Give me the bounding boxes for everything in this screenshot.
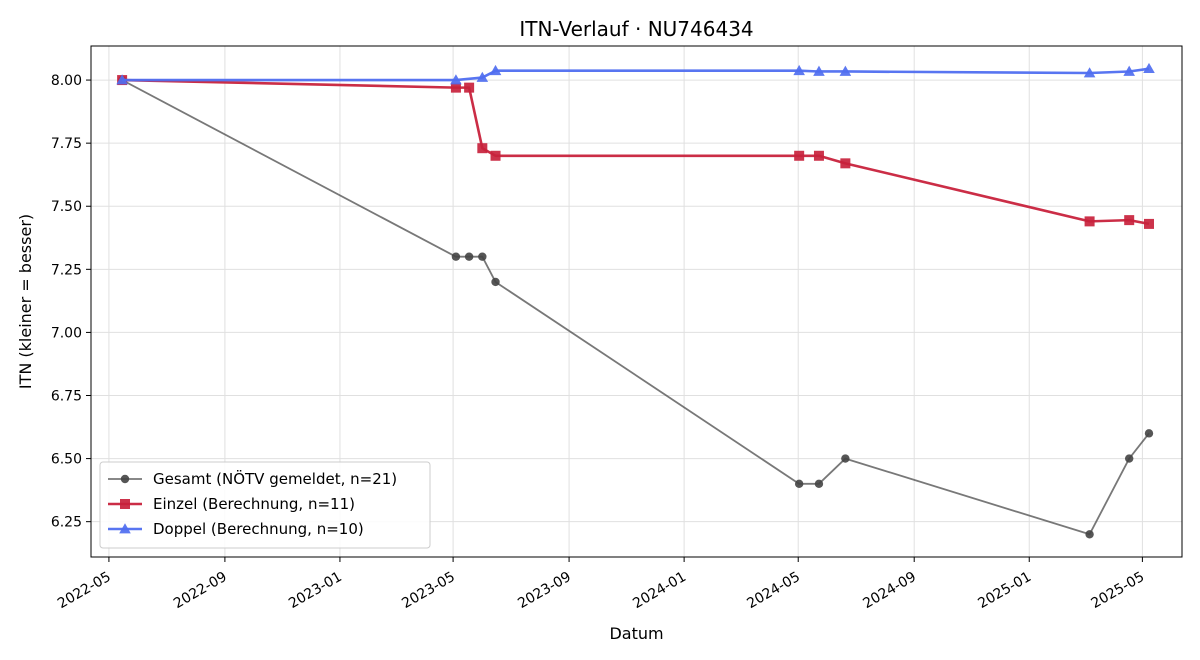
series-einzel <box>117 75 1154 229</box>
x-axis-title: Datum <box>609 624 663 643</box>
series-gesamt <box>117 75 1154 539</box>
y-tick-label: 6.25 <box>51 515 82 531</box>
data-point <box>450 82 461 93</box>
series-doppel <box>116 62 1155 85</box>
y-tick-label: 7.75 <box>51 136 82 152</box>
y-tick-label: 6.75 <box>51 388 82 404</box>
legend-item: Einzel (Berechnung, n=11) <box>108 495 355 513</box>
data-point <box>814 479 824 489</box>
data-point <box>120 474 130 484</box>
series-line <box>122 67 1150 82</box>
series-layer <box>116 62 1155 539</box>
data-point <box>1085 530 1094 539</box>
grid-lines <box>91 46 1182 557</box>
data-point <box>464 82 475 93</box>
data-point <box>1144 429 1154 438</box>
data-point <box>450 74 462 85</box>
y-tick-label: 6.50 <box>51 452 82 468</box>
data-point <box>490 150 501 161</box>
data-point <box>841 454 850 463</box>
data-point <box>120 499 130 509</box>
legend-item: Doppel (Berechnung, n=10) <box>108 520 364 538</box>
data-point <box>464 252 474 261</box>
y-tick-label: 7.00 <box>51 325 82 341</box>
data-point <box>489 64 502 76</box>
data-point <box>476 71 489 82</box>
data-point <box>1083 67 1096 78</box>
y-tick-label: 8.00 <box>51 73 82 89</box>
legend: Gesamt (NÖTV gemeldet, n=21) Einzel (Bere… <box>99 461 431 549</box>
legend-item: Gesamt (NÖTV gemeldet, n=21) <box>108 469 397 488</box>
data-point <box>1123 65 1135 76</box>
legend-label: Gesamt (NÖTV gemeldet, n=21) <box>153 469 397 488</box>
data-point <box>116 74 128 85</box>
data-point <box>1124 215 1135 226</box>
y-tick-label: 7.25 <box>51 262 82 278</box>
data-point <box>840 158 851 169</box>
data-point <box>451 252 461 261</box>
data-point <box>813 65 825 76</box>
y-axis-title: ITN (kleiner = besser) <box>16 214 35 389</box>
legend-box <box>99 461 431 549</box>
chart-title: ITN-Verlauf · NU746434 <box>519 17 753 41</box>
data-point <box>1143 218 1154 229</box>
data-point <box>1143 62 1155 74</box>
data-point <box>813 150 824 161</box>
data-point <box>793 64 805 76</box>
data-point <box>1124 454 1134 463</box>
data-point <box>1084 216 1095 227</box>
plot-frame <box>90 45 1183 558</box>
y-axis-ticks: 6.25 6.50 6.75 7.00 7.25 7.50 7.75 8.00 <box>51 73 91 531</box>
data-point <box>119 523 131 534</box>
legend-label: Doppel (Berechnung, n=10) <box>153 520 364 538</box>
data-point <box>478 252 487 261</box>
data-point <box>839 65 852 76</box>
data-point <box>491 277 500 287</box>
y-tick-label: 7.50 <box>51 199 82 215</box>
data-point <box>794 479 804 489</box>
legend-label: Einzel (Berechnung, n=11) <box>153 495 355 513</box>
data-point <box>477 143 488 154</box>
data-point <box>794 150 805 161</box>
